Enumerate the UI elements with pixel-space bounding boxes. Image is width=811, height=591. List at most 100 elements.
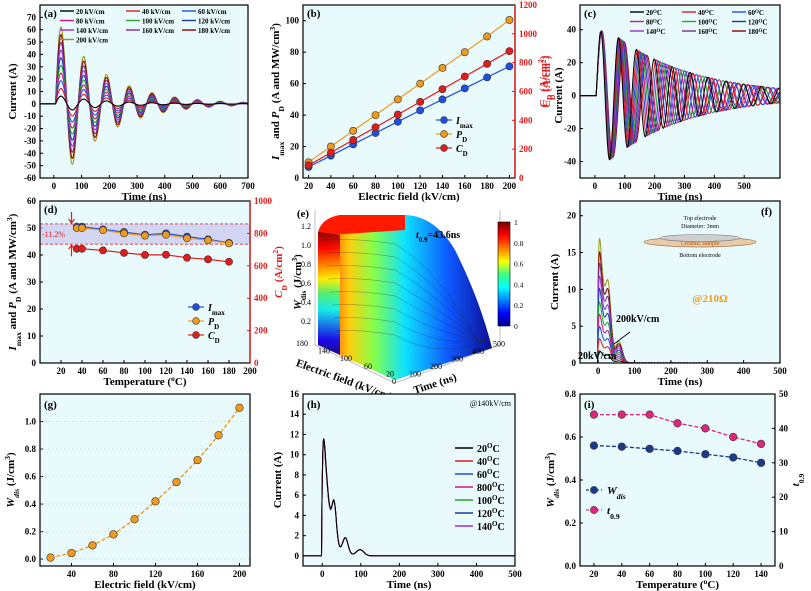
panel-i-y2label: t0.9 bbox=[790, 474, 806, 487]
label-part: D bbox=[463, 150, 468, 158]
panel-d-legend-marker bbox=[192, 303, 200, 311]
panel-h-ytick-label: 14 bbox=[290, 409, 300, 419]
panel-d-xtick-label: 80 bbox=[120, 366, 130, 376]
panel-a-xtick-label: 200 bbox=[103, 181, 117, 191]
label-part: dis bbox=[617, 492, 626, 501]
label-part: P bbox=[208, 317, 215, 328]
panel-i-legend-label: t0.9 bbox=[607, 505, 620, 521]
panel-b-legend-label: Imax bbox=[455, 116, 473, 130]
label-part: O bbox=[653, 10, 657, 15]
panel-d-ytick-label: 60 bbox=[27, 196, 37, 206]
panel-d-ytick-label: 10 bbox=[27, 331, 37, 341]
label-part: D bbox=[215, 337, 220, 345]
panel-b-y2tick-label: 0 bbox=[519, 173, 524, 183]
label-part: and bbox=[7, 309, 19, 332]
panel-i-marker bbox=[617, 410, 626, 419]
panel-i-legend-marker bbox=[590, 506, 598, 514]
panel-a-ytick-label: 40 bbox=[27, 49, 37, 59]
label-part: 60 bbox=[477, 470, 487, 481]
panel-h-panel: 0 100 200 300 400 500 0 2 4 6 8 10 12 14 16 (h) @140kV/c… bbox=[272, 389, 522, 591]
panel-d-marker bbox=[204, 255, 212, 264]
panel-c-ytick-label: 40 bbox=[567, 25, 577, 35]
panel-i-panel: 20 40 60 80 100 120 140 0.0 0.2 0.4 0.6 0.8 0 10 20 30 4… bbox=[543, 389, 806, 591]
panel-d-xtick-label: 160 bbox=[201, 366, 215, 376]
label-part: 40 bbox=[698, 9, 706, 17]
panel-e-contour bbox=[321, 239, 481, 347]
panel-d-marker bbox=[225, 239, 233, 248]
panel-h-ytick-label: 4 bbox=[295, 510, 300, 520]
panel-h-xtick-label: 500 bbox=[508, 569, 522, 579]
label-part: 0.9 bbox=[419, 236, 428, 244]
panel-d-xtick-label: 60 bbox=[99, 366, 109, 376]
panel-a-xtick-label: 300 bbox=[130, 181, 144, 191]
label-part: ) bbox=[270, 23, 282, 27]
panel-d-marker bbox=[99, 226, 107, 235]
panel-b-series-line bbox=[308, 19, 510, 163]
panel-i-letter: (i) bbox=[584, 399, 595, 411]
panel-h-xtick-label: 200 bbox=[393, 569, 407, 579]
label-part: Temperature ( bbox=[636, 579, 704, 591]
panel-d-marker bbox=[78, 224, 86, 232]
label-part: (A/cm bbox=[541, 63, 553, 94]
label-part: O bbox=[492, 507, 498, 515]
panel-h-legend-label: 100OC bbox=[477, 494, 505, 507]
panel-a-ytick-label: 0 bbox=[32, 99, 37, 109]
panel-e-contour bbox=[325, 265, 483, 345]
panel-g-marker bbox=[235, 403, 244, 412]
panel-i-xtick-label: 140 bbox=[754, 569, 768, 579]
label-part: o bbox=[171, 374, 175, 383]
panel-i-marker bbox=[645, 444, 654, 453]
panel-i-xtick-label: 80 bbox=[673, 569, 683, 579]
panel-i-marker bbox=[589, 410, 599, 419]
panel-d-legend-marker bbox=[192, 317, 200, 325]
panel-e-zlabel: Wdis (J/cm3) bbox=[290, 254, 308, 310]
panel-b-marker bbox=[304, 161, 313, 170]
panel-f-xtick-label: 100 bbox=[628, 366, 642, 376]
label-part: I bbox=[270, 155, 282, 161]
label-part: I bbox=[455, 116, 461, 127]
panel-b-panel: 20 40 60 80 100 120 140 160 180 20002040608010002… bbox=[268, 0, 554, 203]
panel-d-y2label: CD (A/cm2) bbox=[271, 246, 289, 298]
panel-g-ytick-label: 0.0 bbox=[25, 554, 37, 564]
panel-c-xtick-label: 500 bbox=[737, 181, 751, 191]
panel-d-xtick-label: 100 bbox=[138, 366, 152, 376]
panel-h-ytick-label: 16 bbox=[290, 389, 300, 399]
panel-h-ytick-label: 8 bbox=[295, 470, 300, 480]
label-part: C bbox=[497, 496, 504, 507]
panel-b-marker bbox=[460, 72, 469, 81]
label-part: 2 bbox=[271, 250, 280, 254]
label-part: C bbox=[712, 19, 717, 27]
panel-b-marker bbox=[393, 117, 402, 126]
panel-f-inset-bottom: Bottom electrode bbox=[679, 253, 721, 259]
label-part: max bbox=[277, 141, 286, 155]
panel-f-ytick-label: 10 bbox=[567, 284, 577, 294]
label-part: W bbox=[292, 299, 304, 310]
panel-d-marker bbox=[78, 244, 86, 253]
panel-a-ytick-label: -40 bbox=[24, 148, 36, 158]
panel-d-marker bbox=[204, 236, 212, 245]
panel-d-legend-label: Imax bbox=[207, 303, 225, 317]
panel-f-xtick-label: 0 bbox=[596, 366, 601, 376]
panel-i-ytick-label: 0.8 bbox=[565, 389, 577, 399]
panel-a-ytick-label: -30 bbox=[24, 136, 36, 146]
label-part: C) bbox=[175, 376, 187, 388]
panel-a-xlabel: Time (ns) bbox=[122, 191, 167, 203]
panel-f-ytick-label: 0 bbox=[572, 358, 577, 368]
panel-h-legend-label: 140OC bbox=[477, 520, 505, 533]
panel-c-ytick-label: 0 bbox=[572, 91, 577, 101]
label-part: O bbox=[709, 29, 713, 34]
label-part: C bbox=[709, 9, 714, 17]
panel-f-xtick-label: 300 bbox=[701, 366, 715, 376]
panel-a-ytick-label: -10 bbox=[24, 111, 36, 121]
panel-d-ytick-label: 20 bbox=[27, 304, 37, 314]
panel-d-y2tick-label: 0 bbox=[254, 358, 259, 368]
panel-e-ztick-label: 1.0 bbox=[301, 241, 311, 250]
panel-d-y2tick-label: 1000 bbox=[254, 196, 273, 206]
panel-a-xtick-label: 0 bbox=[52, 181, 57, 191]
label-part: ) bbox=[541, 55, 553, 59]
panel-d-annotation: -11.2% bbox=[42, 230, 65, 239]
label-part: 160 bbox=[698, 28, 709, 36]
panel-b-marker bbox=[505, 62, 514, 71]
panel-g-plot-frame bbox=[39, 393, 251, 567]
panel-d-ytick-label: 0 bbox=[32, 358, 37, 368]
